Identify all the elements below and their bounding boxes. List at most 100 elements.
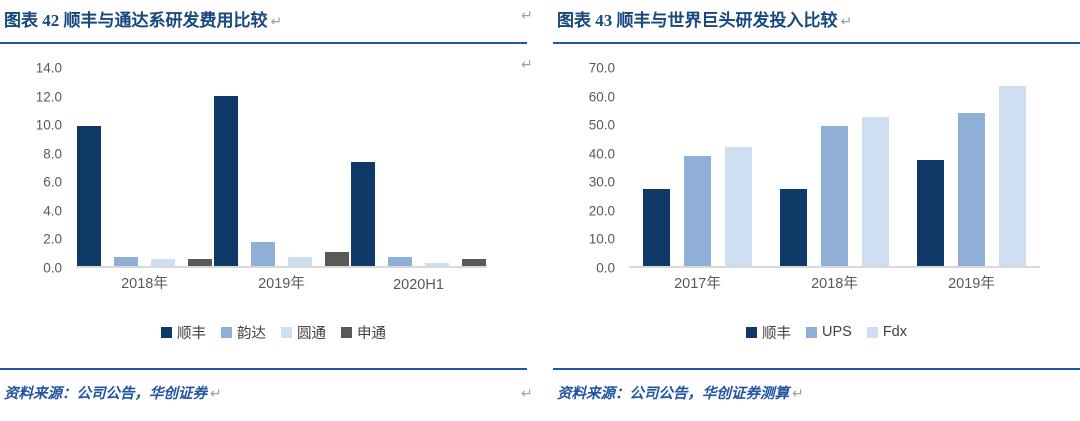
bar-韵达-2020H1 (388, 257, 412, 266)
bar-group-2020H1: 2020H1 (351, 68, 486, 293)
title-divider (0, 42, 527, 44)
return-mark-icon: ↵ (521, 386, 533, 402)
bar-申通-2020H1 (462, 258, 486, 266)
y-tick-label: 10.0 (588, 231, 615, 247)
bar-圆通-2020H1 (425, 263, 449, 266)
return-mark-icon: ↵ (840, 14, 853, 30)
bar-韵达-2018年 (114, 257, 138, 266)
y-tick-label: 4.0 (43, 203, 62, 219)
legend-item-圆通: 圆通 (281, 322, 326, 343)
legend-label: 韵达 (237, 325, 266, 342)
y-tick-label: 50.0 (588, 117, 615, 133)
y-tick-label: 2.0 (43, 231, 62, 247)
figure-panel-42: 图表 42 顺丰与通达系研发费用比较 ↵ 0.0 2.0 4.0 6.0 8.0 10.0 1… (0, 0, 527, 421)
legend-label: Fdx (882, 324, 907, 340)
plot-area: 2017年 2018年 2019年 (629, 68, 1040, 292)
data-source-text: 资料来源：公司公告，华创证券 (4, 386, 207, 402)
bar-Fdx-2018年 (862, 117, 889, 266)
figure-title: 图表 42 顺丰与通达系研发费用比较 ↵ (4, 6, 527, 31)
y-tick-label: 14.0 (35, 60, 62, 76)
y-tick-label: 60.0 (588, 89, 615, 105)
return-mark-icon: ↵ (210, 386, 222, 402)
y-tick-label: 8.0 (43, 146, 62, 162)
return-mark-icon: ↵ (521, 57, 533, 73)
bar-顺丰-2020H1 (351, 161, 375, 266)
data-source-note: 资料来源：公司公告，华创证券 ↵ (4, 382, 527, 403)
x-axis-label: 2017年 (674, 276, 721, 292)
y-tick-label: 70.0 (588, 60, 615, 76)
footer-divider (553, 368, 1080, 370)
legend-label: 申通 (357, 325, 386, 342)
bar-chart-rd-investment-global: 0.0 10.0 20.0 30.0 40.0 50.0 60.0 70.0 2017年 201… (553, 44, 1080, 304)
x-axis-label: 2018年 (121, 276, 168, 292)
figure-title-text: 图表 43 顺丰与世界巨头研发投入比较 (557, 11, 838, 30)
legend-swatch-icon (281, 326, 292, 338)
x-axis-label: 2020H1 (393, 277, 444, 293)
footer-divider (0, 368, 527, 370)
y-tick-label: 12.0 (35, 89, 62, 105)
figure-title: 图表 43 顺丰与世界巨头研发投入比较 ↵ (557, 6, 1080, 31)
y-tick-label: 10.0 (35, 117, 62, 133)
chart-legend: 顺丰 韵达 圆通 申通 (60, 322, 487, 342)
y-tick-label: 6.0 (43, 174, 62, 190)
bar-顺丰-2019年 (214, 96, 238, 266)
bar-顺丰-2019年 (917, 160, 944, 266)
legend-item-顺丰: 顺丰 (161, 322, 206, 343)
legend-swatch-icon (806, 326, 817, 338)
legend-swatch-icon (161, 326, 172, 338)
bar-顺丰-2018年 (77, 126, 101, 266)
bar-UPS-2018年 (821, 126, 848, 266)
x-axis-label: 2018年 (811, 276, 858, 292)
chart-legend: 顺丰 UPS Fdx (613, 322, 1040, 342)
bar-圆通-2018年 (151, 258, 175, 266)
legend-label: 圆通 (297, 325, 326, 342)
bar-chart-rd-expense-tongda: 0.0 2.0 4.0 6.0 8.0 10.0 12.0 14.0 2018年 2019年 20… (0, 44, 527, 304)
legend-swatch-icon (341, 326, 352, 338)
return-mark-icon: ↵ (270, 14, 283, 30)
figure-title-text: 图表 42 顺丰与通达系研发费用比较 (4, 11, 268, 30)
y-tick-label: 30.0 (588, 174, 615, 190)
bar-group-2019年: 2019年 (214, 68, 349, 292)
title-divider (553, 42, 1080, 44)
legend-swatch-icon (746, 326, 757, 338)
legend-item-UPS: UPS (806, 324, 852, 340)
legend-item-申通: 申通 (341, 322, 386, 343)
legend-label: 顺丰 (177, 325, 206, 342)
legend-item-Fdx: Fdx (866, 324, 907, 340)
y-axis: 0.0 10.0 20.0 30.0 40.0 50.0 60.0 70.0 (553, 61, 619, 276)
data-source-note: 资料来源：公司公告，华创证券测算 ↵ (557, 382, 1080, 403)
bar-申通-2018年 (188, 258, 212, 266)
y-axis: 0.0 2.0 4.0 6.0 8.0 10.0 12.0 14.0 (0, 61, 66, 276)
bar-UPS-2019年 (958, 113, 985, 266)
bar-group-2018年: 2018年 (77, 68, 212, 292)
y-tick-label: 40.0 (588, 146, 615, 162)
bar-group-2017年: 2017年 (643, 68, 752, 292)
bar-顺丰-2017年 (643, 188, 670, 266)
bar-group-2018年: 2018年 (780, 68, 889, 292)
bar-顺丰-2018年 (780, 188, 807, 266)
bar-韵达-2019年 (251, 241, 275, 266)
legend-swatch-icon (866, 326, 878, 338)
x-axis-label: 2019年 (948, 276, 995, 292)
plot-area: 2018年 2019年 2020H1 (76, 68, 487, 293)
legend-swatch-icon (221, 326, 232, 338)
bar-申通-2019年 (325, 251, 349, 266)
bar-group-2019年: 2019年 (917, 68, 1026, 292)
return-mark-icon: ↵ (521, 8, 533, 24)
y-tick-label: 20.0 (588, 203, 615, 219)
bar-Fdx-2017年 (725, 147, 752, 266)
y-tick-label: 0.0 (596, 260, 615, 276)
legend-label: 顺丰 (762, 325, 791, 342)
return-mark-icon: ↵ (792, 386, 804, 402)
y-tick-label: 0.0 (43, 260, 62, 276)
bar-UPS-2017年 (684, 156, 711, 266)
x-axis-label: 2019年 (258, 276, 305, 292)
legend-label: UPS (822, 324, 852, 340)
bar-圆通-2019年 (288, 257, 312, 266)
legend-item-顺丰: 顺丰 (746, 322, 791, 343)
bar-Fdx-2019年 (999, 86, 1026, 266)
data-source-text: 资料来源：公司公告，华创证券测算 (557, 386, 789, 402)
figure-panel-43: 图表 43 顺丰与世界巨头研发投入比较 ↵ 0.0 10.0 20.0 30.0 40.0… (553, 0, 1080, 421)
legend-item-韵达: 韵达 (221, 322, 266, 343)
